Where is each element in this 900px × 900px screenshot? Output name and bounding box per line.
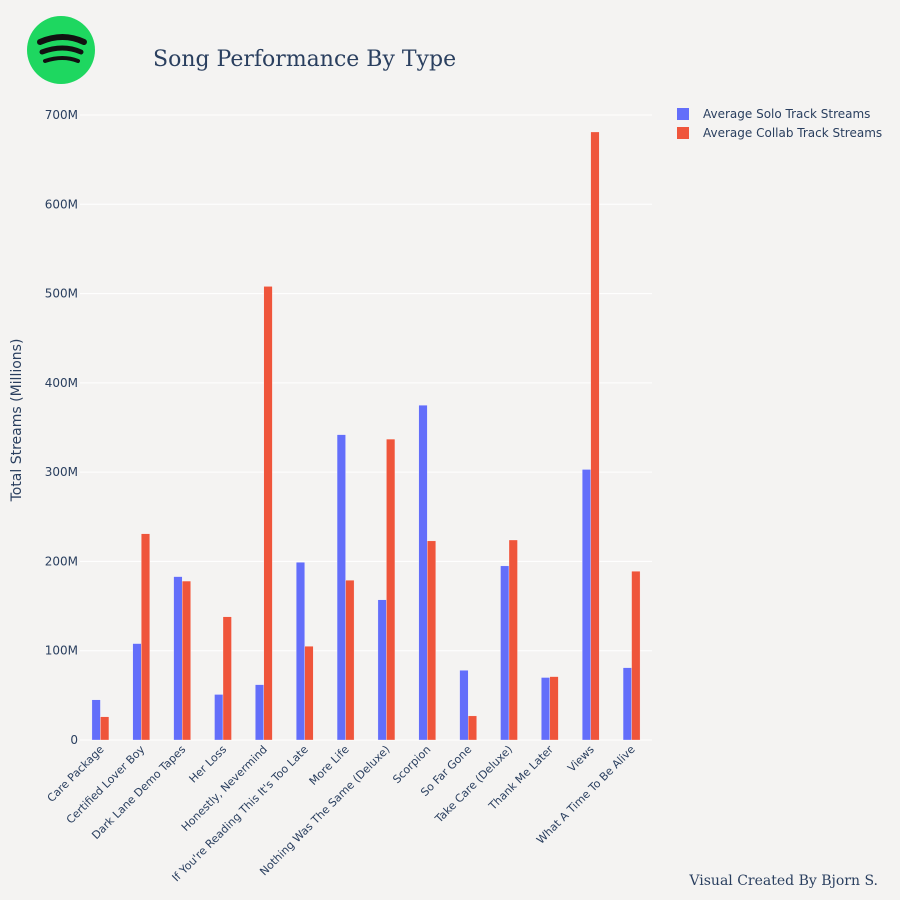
bar[interactable] [214,694,224,741]
spotify-logo-icon [27,16,95,84]
bar[interactable] [296,562,305,741]
credit-text: Visual Created By Bjorn S. [689,873,878,889]
bar[interactable] [386,438,396,741]
bar[interactable] [304,646,314,741]
spotify-logo [27,16,95,84]
legend-item[interactable]: Average Solo Track Streams [677,107,870,121]
x-tick-label: Views [565,743,597,775]
y-tick-label: 600M [45,197,78,211]
legend-swatch [677,127,689,139]
grid [80,114,652,741]
bar[interactable] [622,667,632,741]
bar[interactable] [263,286,273,741]
bar[interactable] [222,616,232,741]
x-tick-label: Her Loss [187,743,230,786]
bar[interactable] [500,565,510,741]
y-axis: 0 100M 200M 300M 400M 500M 600M 700M [45,108,78,747]
bar[interactable] [345,580,355,741]
y-tick-label: 0 [70,733,78,747]
bar[interactable] [582,469,591,741]
legend-swatch [677,108,689,120]
bar[interactable] [173,576,183,741]
bar[interactable] [590,131,600,741]
bar[interactable] [631,571,641,741]
bar[interactable] [467,715,477,741]
bar[interactable] [255,684,265,741]
bar[interactable] [377,599,387,741]
bar[interactable] [132,643,142,741]
x-tick-label: Take Care (Deluxe) [432,743,515,826]
y-tick-label: 400M [45,376,78,390]
bar[interactable] [418,405,428,741]
legend[interactable]: Average Solo Track Streams Average Collab… [677,107,882,140]
x-tick-label: Scorpion [390,743,433,786]
y-tick-label: 300M [45,465,78,479]
bar[interactable] [181,580,191,741]
bar[interactable] [141,533,150,741]
y-tick-label: 700M [45,108,78,122]
legend-label: Average Solo Track Streams [703,107,870,121]
bar[interactable] [100,716,110,741]
bar[interactable] [541,677,551,741]
legend-label: Average Collab Track Streams [703,126,882,140]
bar[interactable] [549,676,559,741]
x-tick-label: Certified Lover Boy [64,743,148,827]
y-axis-title: Total Streams (Millions) [9,339,25,503]
bar[interactable] [427,540,436,741]
bar[interactable] [459,670,469,741]
y-tick-label: 500M [45,287,78,301]
bars [91,131,641,741]
bar[interactable] [336,434,346,741]
y-tick-label: 200M [45,554,78,568]
bar[interactable] [508,539,518,741]
y-tick-label: 100M [45,644,78,658]
chart-title: Song Performance By Type [153,47,456,72]
bar[interactable] [91,699,101,741]
legend-item[interactable]: Average Collab Track Streams [677,126,882,140]
